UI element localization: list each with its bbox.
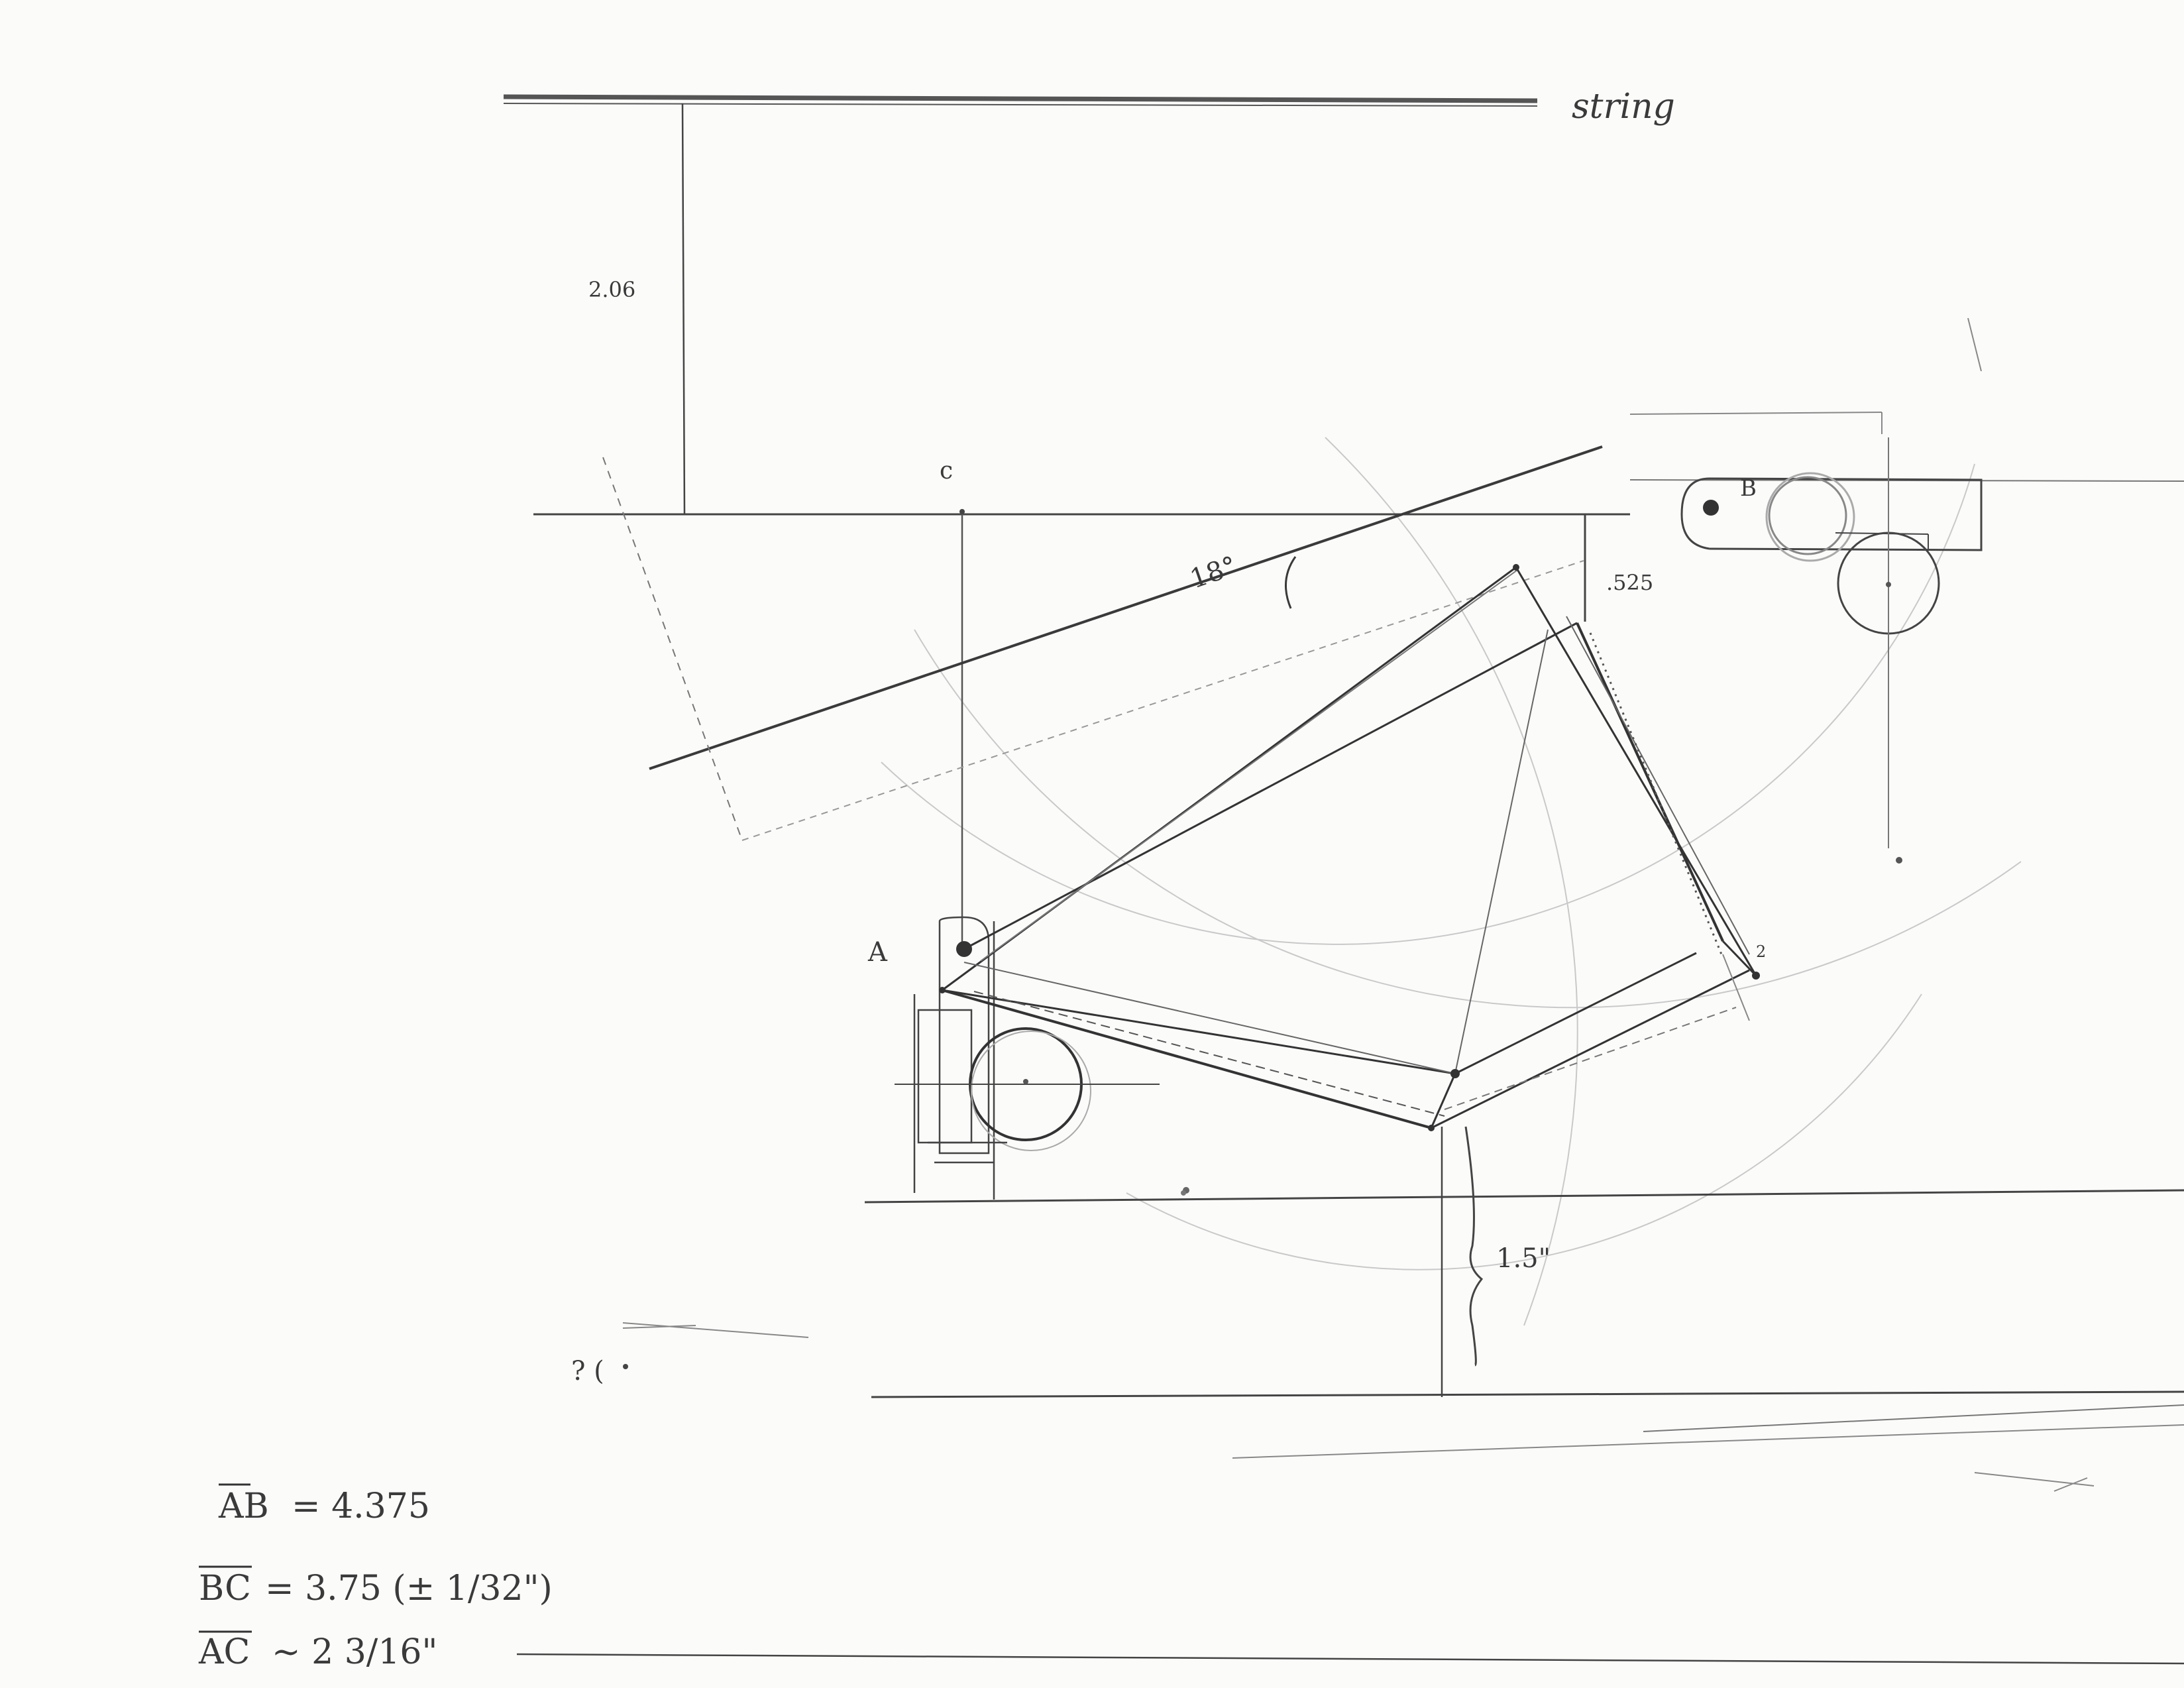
label-two: 2: [1756, 942, 1766, 961]
dot-right: [1896, 857, 1902, 864]
measurement-bc-label: BC: [199, 1569, 251, 1608]
measurement-notes: AB = 4.375 BC = 3.75 (± 1/32") AC ~ 2 3/…: [198, 1483, 553, 1672]
label-15: 1.5": [1496, 1243, 1551, 1274]
string-bar: [503, 94, 1538, 107]
measurement-ab-value: = 4.375: [292, 1487, 430, 1526]
measurement-ab-label: AB: [218, 1487, 269, 1526]
center-b2: [1886, 582, 1891, 587]
reference-lines: [516, 412, 2184, 1665]
center-a2: [1023, 1079, 1028, 1084]
label-angle: 18°: [1186, 551, 1240, 595]
block-b: [1680, 437, 1983, 848]
pivot-b: [1703, 500, 1719, 516]
point-c-dot: [959, 509, 965, 514]
measurement-bc-value: = 3.75 (± 1/32"): [265, 1569, 553, 1608]
dot-question: [623, 1364, 628, 1369]
linkage-members: [942, 566, 1757, 1129]
block-a: [895, 916, 1160, 1200]
label-206: 2.06: [588, 277, 635, 302]
angle-construction: [602, 445, 1603, 841]
measurement-ac-value: ~ 2 3/16": [272, 1632, 437, 1672]
label-question: ? (: [571, 1356, 604, 1386]
label-string: string: [1572, 87, 1675, 127]
construction-arcs: [881, 437, 2022, 1326]
label-point-a: A: [867, 937, 888, 968]
dimension-line-206: [681, 103, 686, 515]
label-point-c: c: [940, 457, 953, 484]
label-525: .525: [1606, 570, 1653, 595]
linkage-joints: [939, 564, 1760, 1131]
dimension-15: [1441, 1126, 1484, 1397]
measurement-ac-label: AC: [198, 1632, 250, 1672]
label-point-b: B: [1740, 475, 1757, 502]
dot-small: [1181, 1190, 1186, 1196]
misc-marks: [622, 317, 2095, 1492]
